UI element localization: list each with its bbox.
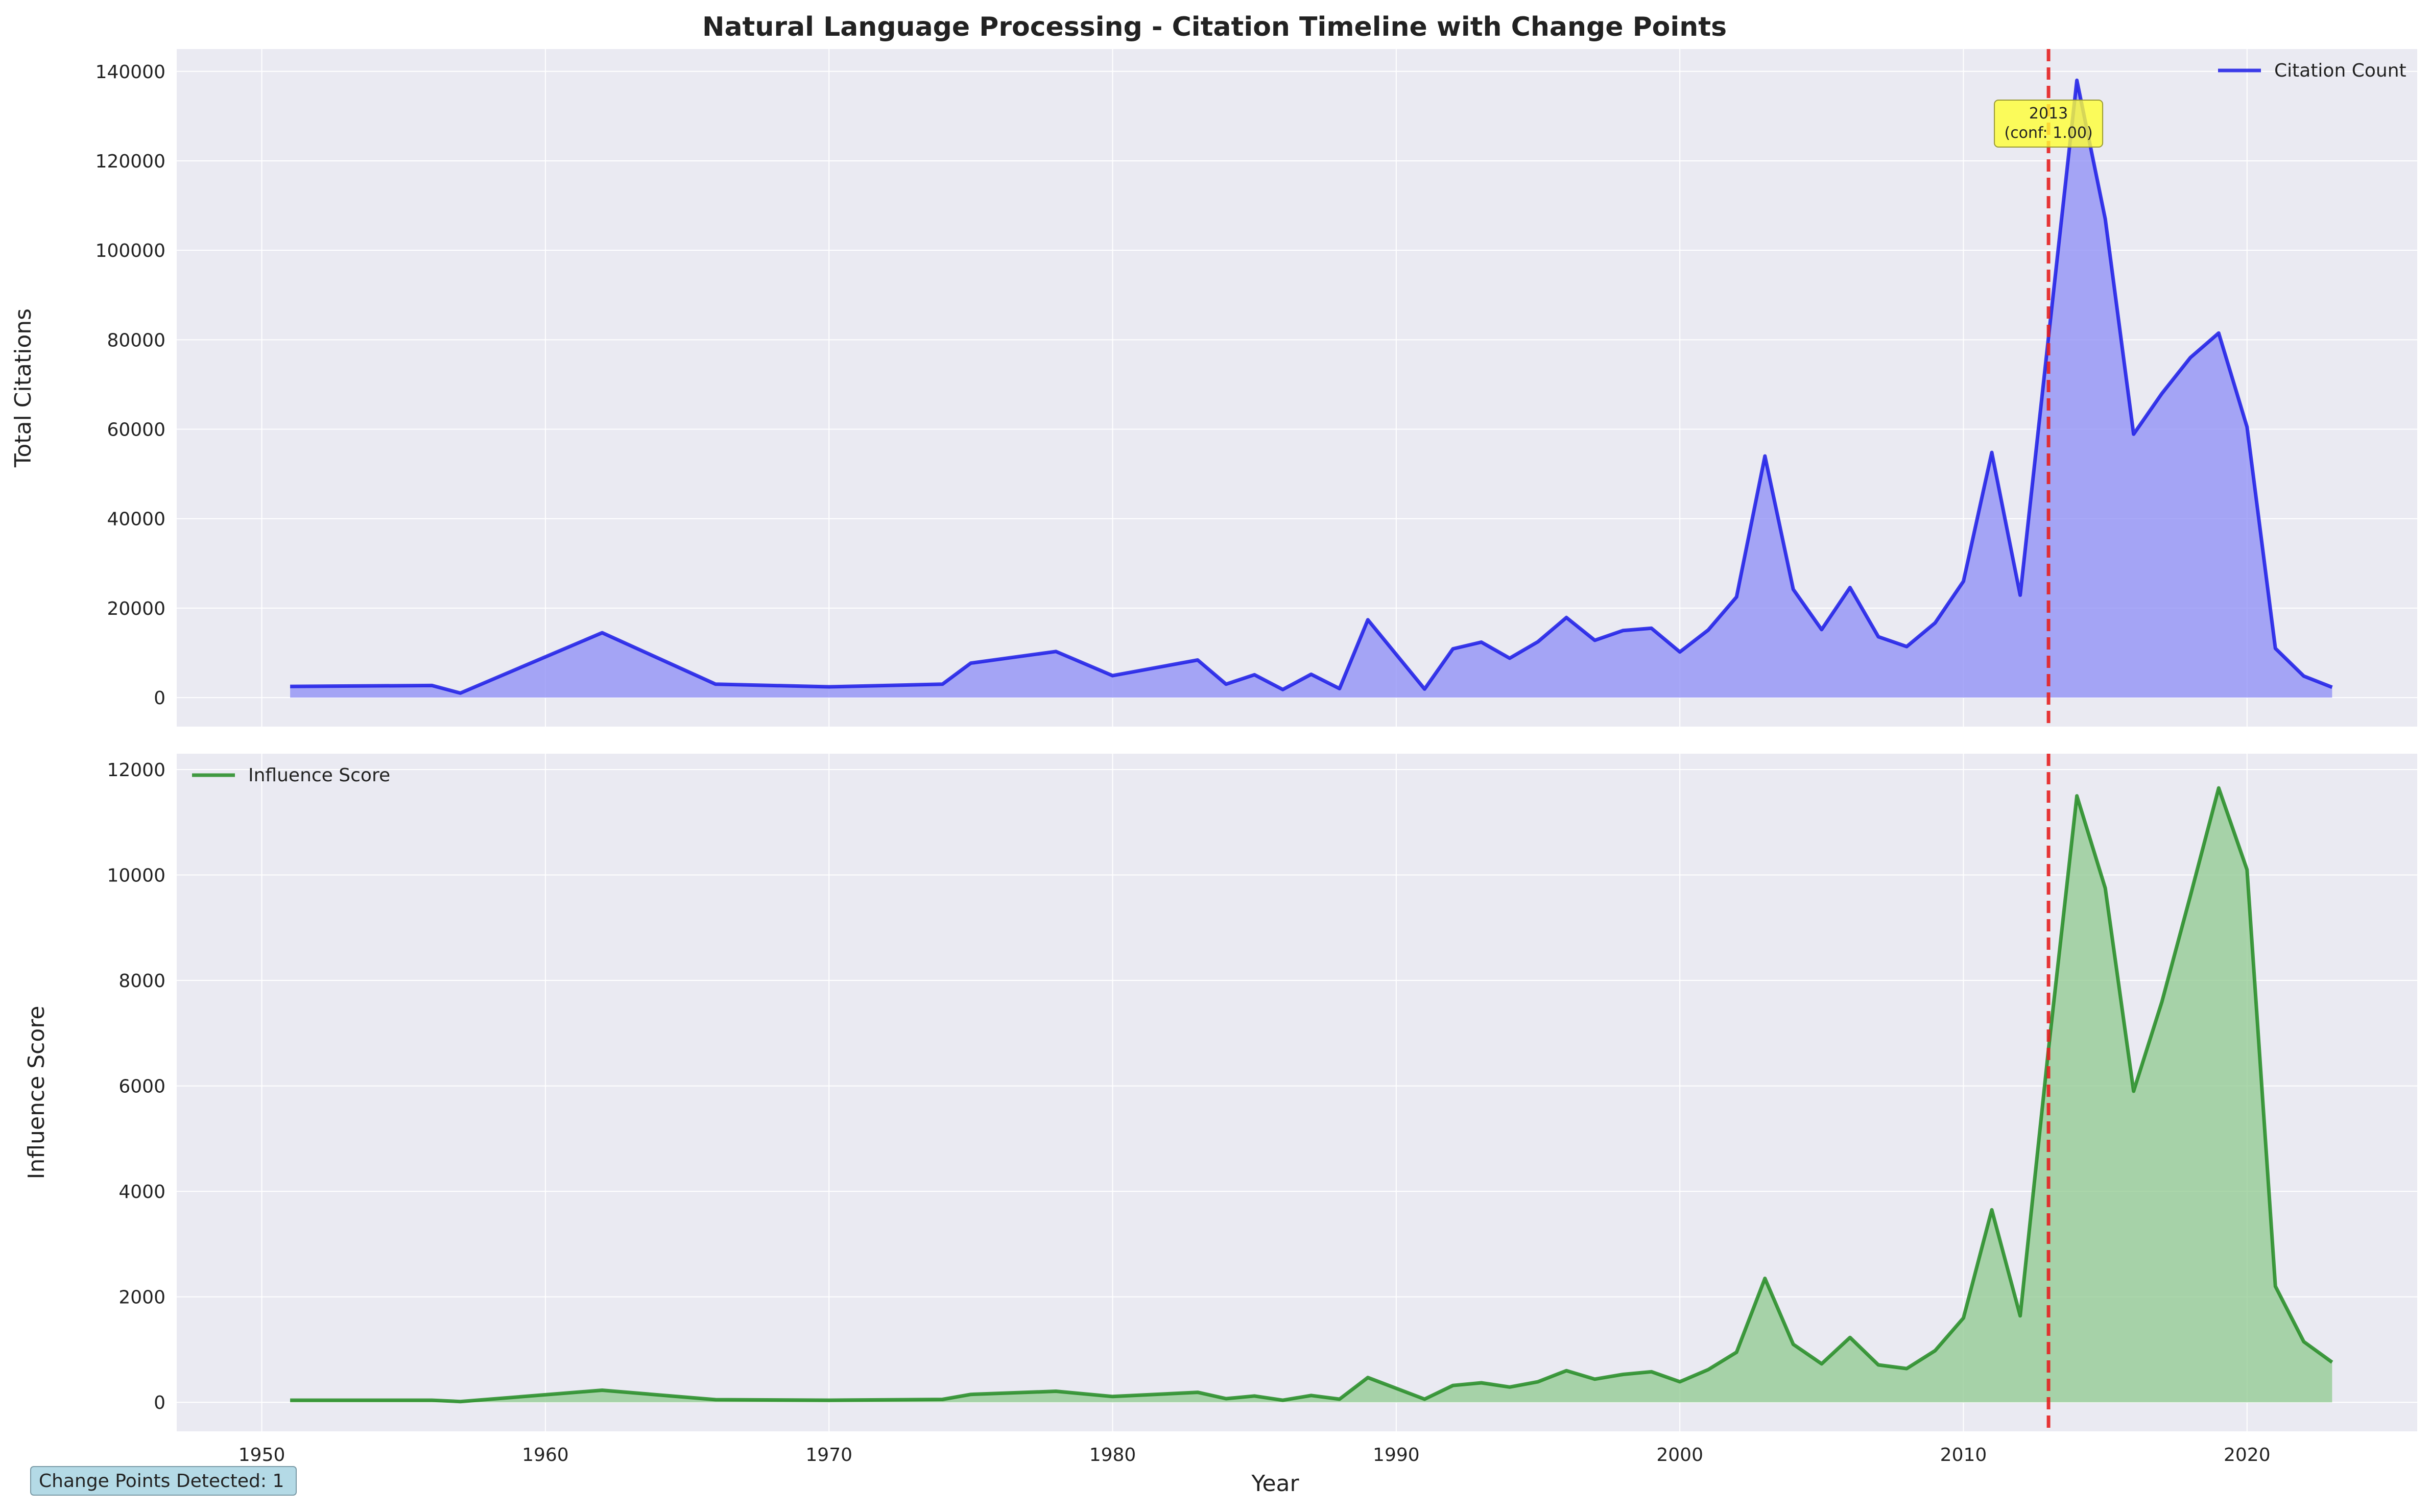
y-tick-label: 0 bbox=[154, 1393, 165, 1413]
x-tick-label: 2020 bbox=[2224, 1445, 2271, 1466]
legend-label: Citation Count bbox=[2274, 60, 2406, 81]
y-tick-label: 4000 bbox=[118, 1182, 165, 1203]
y-tick-label: 6000 bbox=[118, 1076, 165, 1097]
y-tick-label: 8000 bbox=[118, 971, 165, 992]
y-tick-label: 100000 bbox=[96, 241, 165, 261]
y-axis-title: Influence Score bbox=[23, 1006, 50, 1180]
chart-title: Natural Language Processing - Citation T… bbox=[702, 12, 1727, 42]
y-tick-label: 0 bbox=[154, 688, 165, 709]
y-tick-label: 120000 bbox=[96, 151, 165, 172]
citations-panel: 0 20000 40000 60000 80000 100000 120000 140000 T… bbox=[10, 49, 2417, 727]
legend-label: Influence Score bbox=[248, 765, 390, 786]
y-tick-label: 10000 bbox=[107, 866, 165, 886]
x-tick-label: 1990 bbox=[1373, 1445, 1420, 1466]
y-tick-label: 140000 bbox=[96, 62, 165, 83]
change-points-count: Change Points Detected: 1 bbox=[39, 1471, 284, 1492]
x-tick-label: 1950 bbox=[239, 1445, 285, 1466]
series-line bbox=[290, 786, 2333, 1404]
y-tick-label: 60000 bbox=[107, 420, 165, 441]
y-tick-label: 12000 bbox=[107, 760, 165, 781]
change-point-confidence: (conf: 1.00) bbox=[2004, 124, 2092, 142]
change-points-badge: Change Points Detected: 1 bbox=[30, 1466, 297, 1496]
change-point-year: 2013 bbox=[2029, 105, 2068, 123]
y-tick-label: 20000 bbox=[107, 598, 165, 619]
x-tick-label: 2000 bbox=[1656, 1445, 1703, 1466]
x-tick-label: 1970 bbox=[805, 1445, 852, 1466]
influence-panel: 0 2000 4000 6000 8000 10000 12000 1950 1960 1970 1… bbox=[23, 754, 2417, 1466]
y-axis-title: Total Citations bbox=[10, 308, 36, 468]
y-tick-label: 2000 bbox=[118, 1287, 165, 1308]
x-tick-label: 2010 bbox=[1940, 1445, 1987, 1466]
y-tick-label: 80000 bbox=[107, 330, 165, 351]
x-tick-label: 1980 bbox=[1089, 1445, 1136, 1466]
series-line bbox=[290, 78, 2333, 695]
series-area bbox=[290, 80, 2332, 698]
x-axis-title: Year bbox=[1251, 1471, 1299, 1497]
change-point-annotation bbox=[1994, 100, 2104, 148]
x-tick-label: 1960 bbox=[522, 1445, 569, 1466]
series-area bbox=[290, 788, 2332, 1403]
y-tick-label: 40000 bbox=[107, 509, 165, 530]
